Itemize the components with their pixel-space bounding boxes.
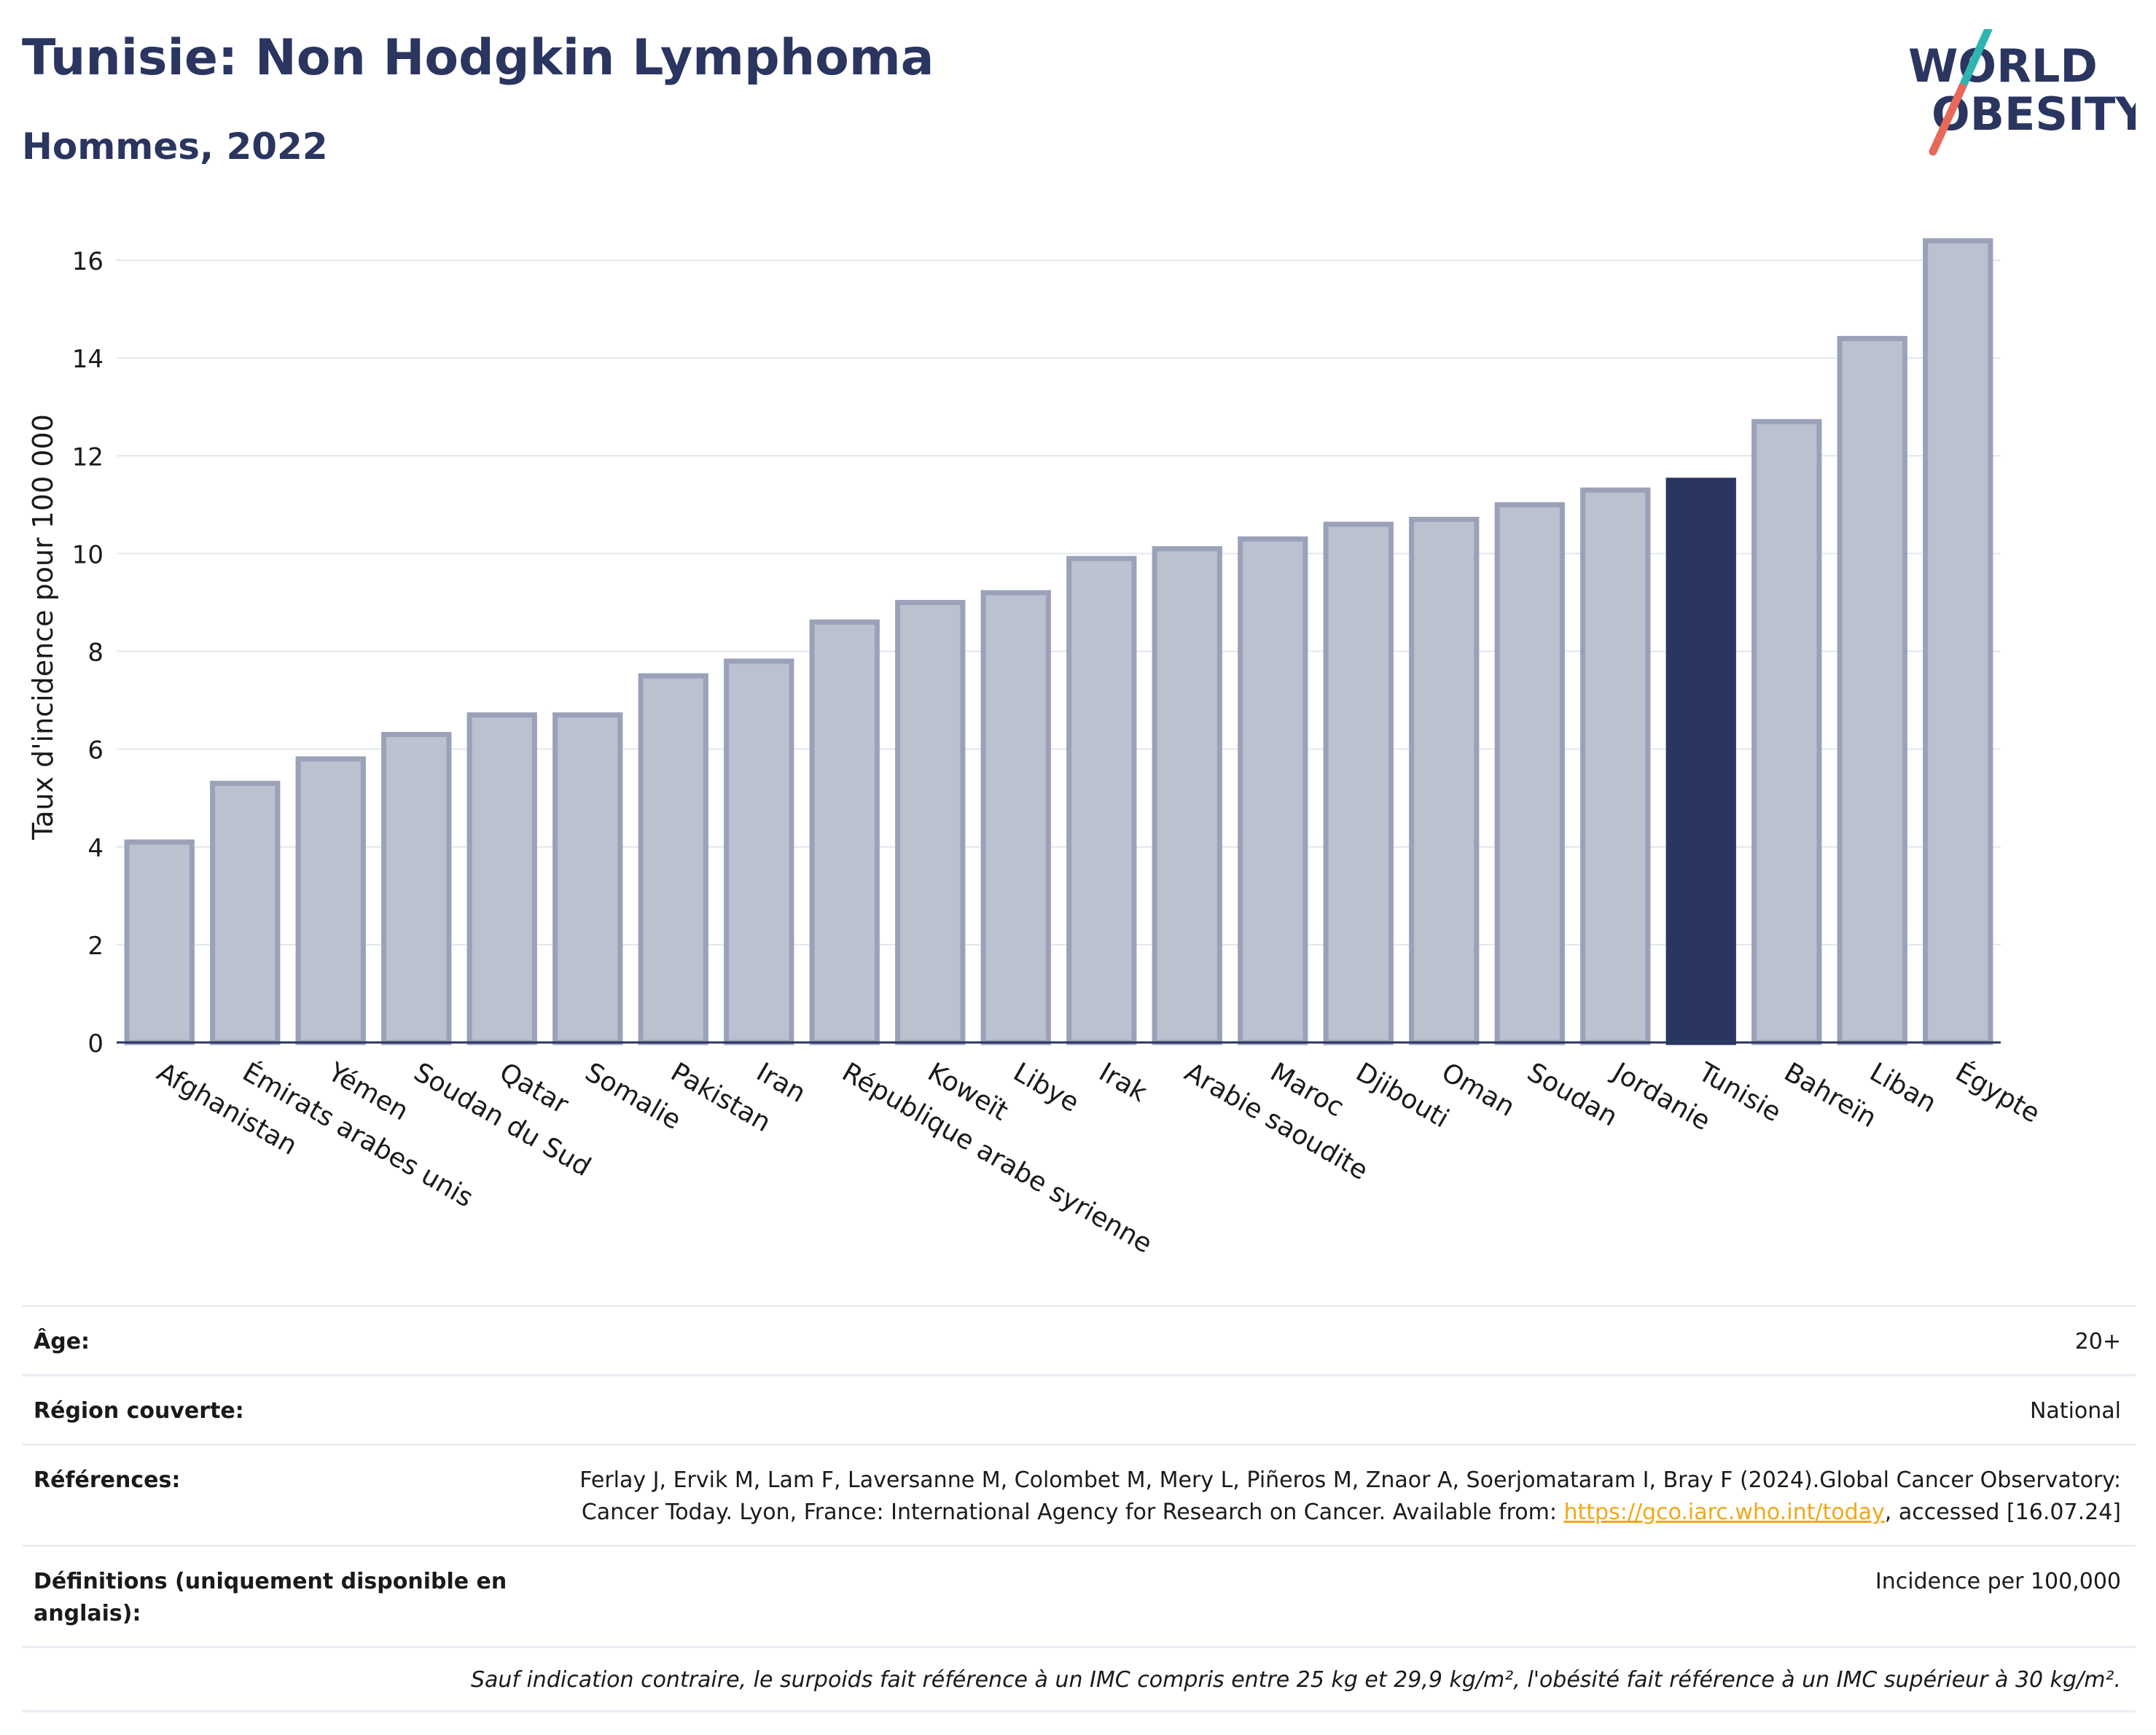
age-value: 20+: [2074, 1329, 2121, 1354]
bar: [552, 712, 623, 1045]
y-tick-label: 4: [87, 834, 103, 863]
bar: [466, 712, 537, 1045]
info-table: Âge: 20+ Région couverte: National Référ…: [22, 1305, 2136, 1712]
references-suffix: , accessed [16.07.24]: [1884, 1500, 2121, 1525]
y-axis-label: Taux d'incidence pour 100 000: [27, 414, 59, 841]
y-tick-label: 0: [87, 1029, 103, 1058]
references-label: Références:: [34, 1467, 181, 1493]
references-link[interactable]: https://gco.iarc.who.int/today: [1563, 1500, 1885, 1525]
y-tick-label: 2: [87, 932, 103, 961]
bar: [1580, 487, 1651, 1045]
region-value: National: [2029, 1398, 2121, 1424]
age-label: Âge:: [34, 1329, 90, 1354]
bar: [638, 673, 708, 1045]
logo-slash-teal: [1958, 29, 1993, 92]
definitions-label: Définitions (uniquement disponible en an…: [34, 1569, 507, 1626]
bar: [1923, 238, 1993, 1045]
region-label: Région couverte:: [34, 1398, 244, 1424]
bar-layer: [124, 238, 1993, 1045]
info-row-region: Région couverte: National: [22, 1374, 2136, 1443]
x-tick-label: Irak: [1094, 1057, 1152, 1108]
bar: [210, 781, 281, 1045]
info-row-definitions: Définitions (uniquement disponible en an…: [22, 1545, 2136, 1646]
x-tick-label: Iran: [751, 1057, 811, 1109]
bar: [895, 599, 966, 1045]
x-tick-label: Djibouti: [1351, 1057, 1453, 1134]
bar: [1323, 521, 1394, 1045]
chart-title: Tunisie: Non Hodgkin Lymphoma: [22, 29, 934, 87]
bar: [1238, 536, 1308, 1045]
bar: [1066, 555, 1137, 1045]
x-tick-label: Libye: [1008, 1057, 1084, 1118]
x-tick-label: Soudan: [1522, 1057, 1622, 1132]
y-tick-label: 8: [87, 639, 103, 668]
world-obesity-logo: WORLD OBESITY: [1908, 29, 2136, 156]
bar-highlight: [1665, 477, 1736, 1045]
x-tick-label: Bahreïn: [1779, 1057, 1881, 1134]
y-tick-label: 16: [72, 247, 103, 276]
y-tick-label: 10: [72, 540, 103, 569]
bar: [1494, 502, 1565, 1045]
bar: [295, 756, 366, 1045]
references-value: Ferlay J, Ervik M, Lam F, Laversanne M, …: [558, 1465, 2121, 1529]
x-tick-label: Somalie: [580, 1057, 686, 1136]
x-tick-label: Jordanie: [1606, 1056, 1715, 1136]
definitions-value: Incidence per 100,000: [1875, 1569, 2121, 1594]
y-tick-label: 14: [72, 345, 103, 374]
x-tick-label: Égypte: [1950, 1056, 2045, 1128]
chart-subtitle: Hommes, 2022: [22, 125, 328, 168]
bar: [980, 590, 1051, 1045]
bar: [1751, 418, 1822, 1045]
bar: [381, 732, 452, 1045]
references-text: Ferlay J, Ervik M, Lam F, Laversanne M, …: [579, 1467, 2121, 1525]
logo-text-obesity: OBESITY: [1932, 87, 2136, 141]
bar: [1837, 335, 1907, 1045]
y-tick-label: 12: [72, 442, 103, 472]
bar: [124, 839, 195, 1045]
info-row-references: Références: Ferlay J, Ervik M, Lam F, La…: [22, 1443, 2136, 1545]
footnote: Sauf indication contraire, le surpoids f…: [22, 1646, 2136, 1712]
bar: [724, 658, 794, 1045]
bar: [1152, 546, 1222, 1045]
logo-slash-coral: [1929, 83, 1966, 156]
logo-text-world: WORLD: [1908, 39, 2098, 93]
y-axis-ticks: 0 2 4 6 8 10 12 14 16: [72, 247, 103, 1058]
bar: [1409, 516, 1480, 1045]
y-tick-label: 6: [87, 736, 103, 765]
bar: [809, 619, 880, 1045]
info-row-age: Âge: 20+: [22, 1305, 2136, 1374]
